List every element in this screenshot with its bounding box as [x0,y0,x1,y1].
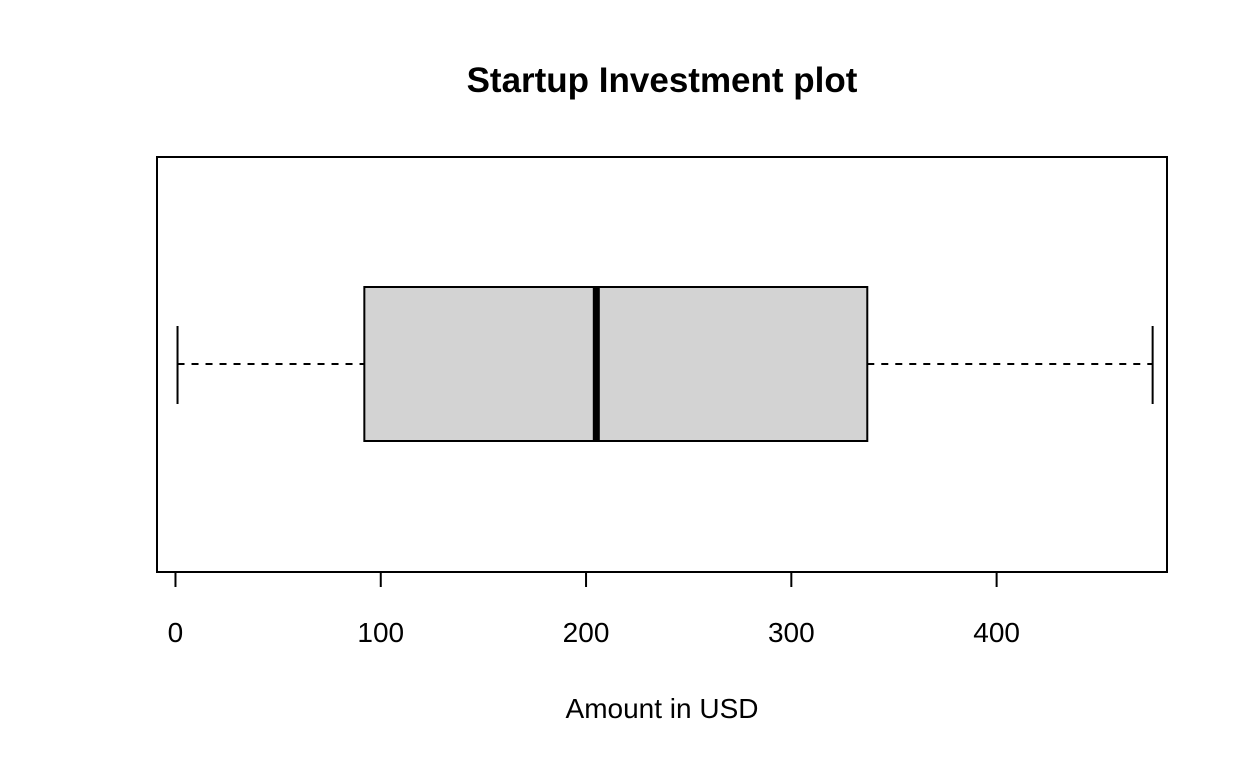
x-tick-label-300: 300 [768,617,815,648]
box-group [176,286,1154,442]
x-axis: 0 100 200 300 400 [168,571,1020,648]
x-tick-label-200: 200 [563,617,610,648]
x-tick-label-0: 0 [168,617,184,648]
x-tick-label-100: 100 [357,617,404,648]
chart-title: Startup Investment plot [467,61,858,100]
iqr-box [363,286,869,442]
x-tick-label-400: 400 [973,617,1020,648]
x-axis-label: Amount in USD [566,693,759,724]
